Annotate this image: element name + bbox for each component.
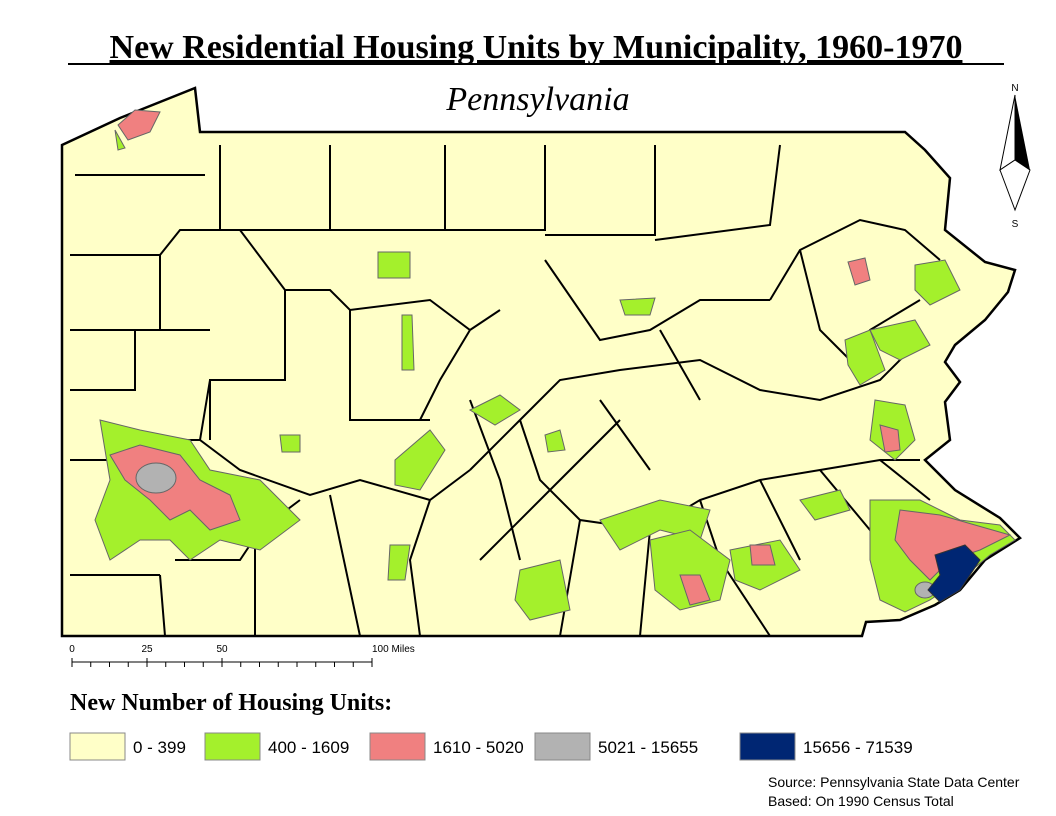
north-label: N bbox=[1011, 83, 1018, 94]
legend-swatch bbox=[204, 732, 261, 761]
north-arrow-tail bbox=[999, 159, 1031, 212]
legend-label: 15656 - 71539 bbox=[803, 738, 913, 757]
scale-tick-label: 0 bbox=[69, 644, 75, 655]
south-label: S bbox=[1012, 219, 1019, 230]
legend: 0 - 399 400 - 1609 1610 - 5020 5021 - 15655… bbox=[69, 732, 913, 761]
scale-tick-label: 25 bbox=[141, 644, 153, 655]
north-arrow-head bbox=[999, 94, 1016, 172]
source-line: Source: Pennsylvania State Data Center bbox=[768, 774, 1020, 790]
legend-title: New Number of Housing Units: bbox=[70, 690, 392, 716]
legend-label: 1610 - 5020 bbox=[433, 738, 524, 757]
scale-bar: 0 25 50 100 Miles bbox=[69, 644, 415, 667]
municipality-fill bbox=[94, 109, 1016, 621]
legend-swatch bbox=[369, 732, 426, 761]
north-arrow: N S bbox=[999, 83, 1031, 230]
scale-tick-label: 50 bbox=[216, 644, 228, 655]
legend-swatch bbox=[534, 732, 591, 761]
map-title: New Residential Housing Units by Municip… bbox=[110, 29, 963, 66]
north-arrow-head bbox=[1015, 95, 1030, 170]
legend-swatch bbox=[69, 732, 126, 761]
legend-swatch bbox=[739, 732, 796, 761]
source-line: Based: On 1990 Census Total bbox=[768, 793, 954, 809]
state-map bbox=[60, 86, 1022, 638]
map-subtitle: Pennsylvania bbox=[445, 81, 629, 118]
state-outline bbox=[60, 86, 1022, 638]
legend-label: 0 - 399 bbox=[133, 738, 186, 757]
legend-label: 5021 - 15655 bbox=[598, 738, 698, 757]
scale-tick-label: 100 Miles bbox=[372, 644, 415, 655]
legend-label: 400 - 1609 bbox=[268, 738, 349, 757]
